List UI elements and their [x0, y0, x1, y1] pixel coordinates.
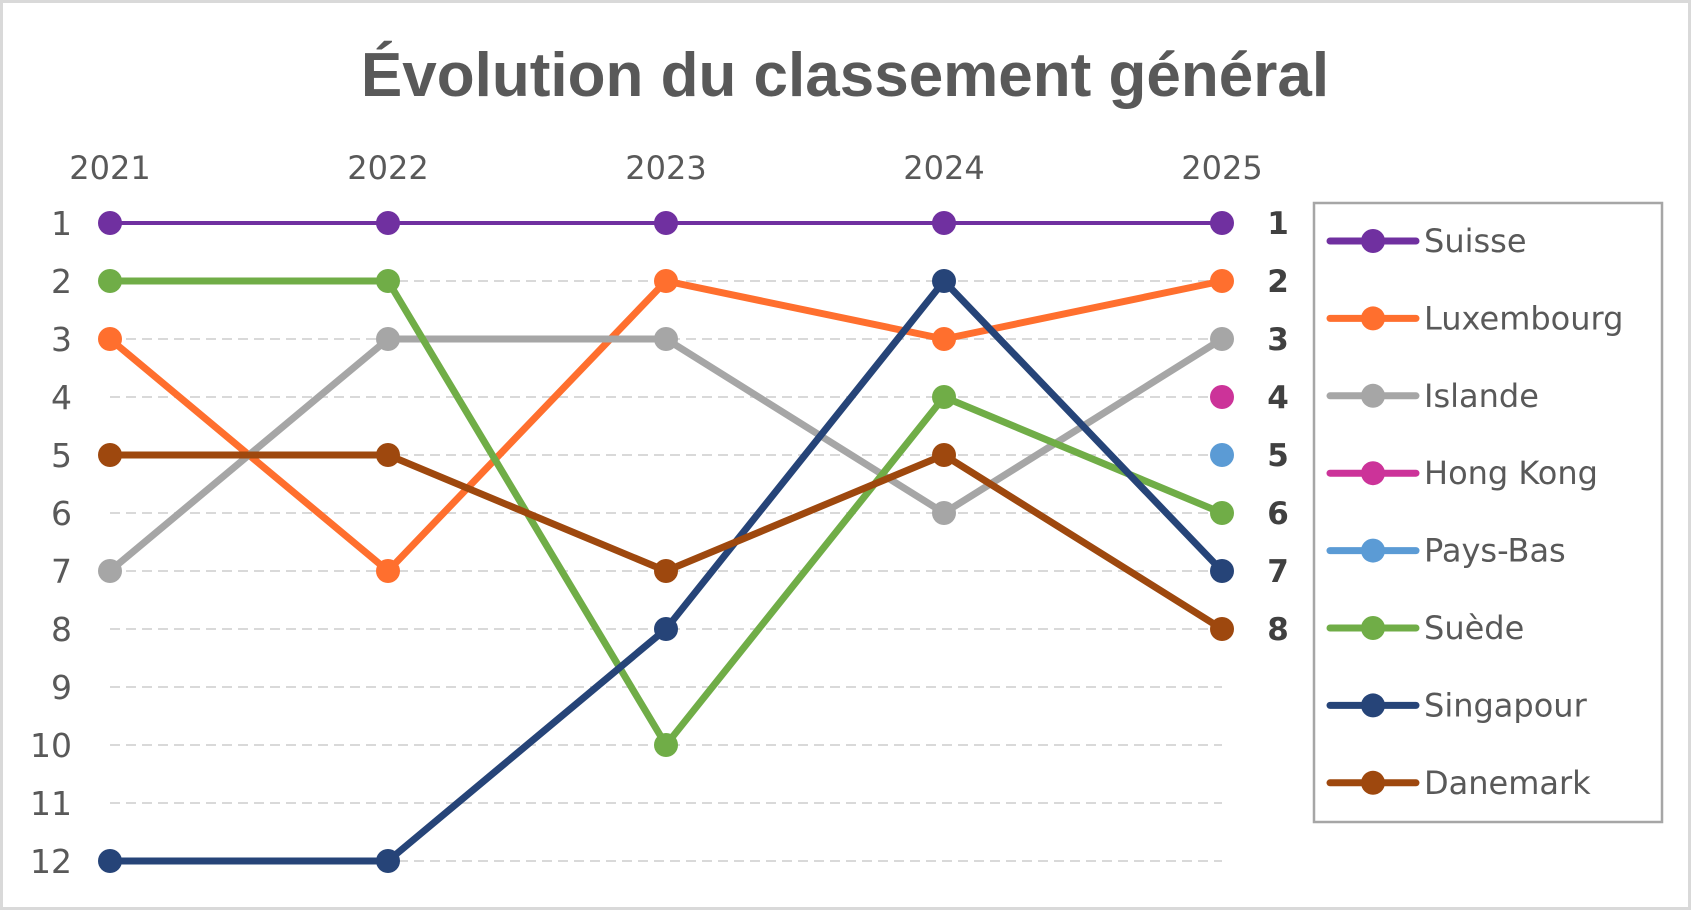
legend: Suisse Luxembourg Islande Hong Kong Pays-Bas… — [1312, 201, 1664, 824]
final-rank-label: 1 — [1267, 206, 1289, 242]
point-islande-2021 — [98, 559, 122, 583]
point-danemark-2024 — [932, 443, 956, 467]
point-singapour-2025 — [1210, 559, 1234, 583]
point-su-de-2025 — [1210, 501, 1234, 525]
point-luxembourg-2022 — [376, 559, 400, 583]
final-rank-label: 4 — [1267, 380, 1289, 416]
legend-label: Pays-Bas — [1424, 532, 1566, 570]
point-suisse-2023 — [654, 211, 678, 235]
point-su-de-2023 — [654, 733, 678, 757]
point-singapour-2024 — [932, 269, 956, 293]
series-islande — [98, 327, 1234, 583]
final-rank-label: 8 — [1267, 612, 1289, 648]
point-singapour-2021 — [98, 849, 122, 873]
point-islande-2022 — [376, 327, 400, 351]
legend-marker-icon — [1361, 461, 1385, 486]
legend-box — [1312, 201, 1664, 824]
legend-item-hong-kong[interactable]: Hong Kong — [1326, 454, 1598, 492]
y-tick-label: 2 — [51, 262, 72, 301]
y-tick-label: 4 — [51, 378, 72, 417]
series-layer — [98, 211, 1234, 873]
final-rank-label: 3 — [1267, 322, 1289, 358]
point-luxembourg-2023 — [654, 269, 678, 293]
legend-item-danemark[interactable]: Danemark — [1326, 764, 1591, 802]
legend-marker-icon — [1361, 383, 1385, 408]
series-hong-kong — [1210, 385, 1234, 409]
legend-item-su-de[interactable]: Suède — [1326, 609, 1524, 647]
legend-item-islande[interactable]: Islande — [1326, 377, 1539, 415]
y-tick-label: 3 — [51, 320, 72, 359]
legend-label: Hong Kong — [1424, 454, 1598, 492]
point-danemark-2025 — [1210, 617, 1234, 641]
point-suisse-2021 — [98, 211, 122, 235]
final-rank-labels: 1 2 3 4 5 6 7 8 — [1267, 206, 1289, 648]
point-danemark-2023 — [654, 559, 678, 583]
series-singapour — [98, 269, 1234, 873]
x-tick-label: 2025 — [1181, 149, 1262, 187]
legend-marker-icon — [1361, 306, 1385, 331]
point-danemark-2022 — [376, 443, 400, 467]
point-islande-2024 — [932, 501, 956, 525]
legend-marker-icon — [1361, 693, 1385, 718]
legend-marker-icon — [1361, 538, 1385, 563]
y-tick-label: 12 — [30, 842, 72, 881]
final-rank-label: 7 — [1267, 554, 1289, 590]
final-rank-label: 5 — [1267, 438, 1289, 474]
final-rank-label: 2 — [1267, 264, 1289, 300]
legend-label: Suisse — [1424, 222, 1527, 260]
point-pays-bas-2025 — [1210, 443, 1234, 467]
legend-marker-icon — [1361, 770, 1385, 795]
point-hong-kong-2025 — [1210, 385, 1234, 409]
point-islande-2025 — [1210, 327, 1234, 351]
point-singapour-2023 — [654, 617, 678, 641]
point-su-de-2024 — [932, 385, 956, 409]
legend-label: Singapour — [1424, 686, 1588, 724]
point-luxembourg-2024 — [932, 327, 956, 351]
point-su-de-2021 — [98, 269, 122, 293]
y-tick-label: 7 — [51, 552, 72, 591]
chart-title: Évolution du classement général — [361, 41, 1329, 110]
final-rank-label: 6 — [1267, 496, 1289, 532]
legend-marker-icon — [1361, 229, 1385, 253]
legend-item-suisse[interactable]: Suisse — [1326, 222, 1527, 260]
legend-label: Islande — [1424, 377, 1539, 415]
x-axis-ticks: 2021 2022 2023 2024 2025 — [69, 149, 1262, 187]
legend-item-pays-bas[interactable]: Pays-Bas — [1326, 532, 1566, 570]
legend-item-luxembourg[interactable]: Luxembourg — [1326, 299, 1623, 337]
point-su-de-2022 — [376, 269, 400, 293]
x-tick-label: 2021 — [69, 149, 150, 187]
x-tick-label: 2024 — [903, 149, 984, 187]
x-tick-label: 2022 — [347, 149, 428, 187]
legend-label: Danemark — [1424, 764, 1591, 802]
legend-label: Suède — [1424, 609, 1524, 647]
x-tick-label: 2023 — [625, 149, 706, 187]
point-luxembourg-2021 — [98, 327, 122, 351]
y-tick-label: 11 — [30, 784, 72, 823]
y-tick-label: 8 — [51, 610, 72, 649]
series-pays-bas — [1210, 443, 1234, 467]
point-suisse-2024 — [932, 211, 956, 235]
series-suisse — [98, 211, 1234, 235]
point-singapour-2022 — [376, 849, 400, 873]
y-tick-label: 6 — [51, 494, 72, 533]
y-tick-label: 10 — [30, 726, 72, 765]
series-luxembourg — [98, 269, 1234, 583]
series-danemark — [98, 443, 1234, 641]
y-tick-label: 5 — [51, 436, 72, 475]
y-tick-label: 9 — [51, 668, 72, 707]
y-tick-label: 1 — [51, 204, 72, 243]
point-suisse-2022 — [376, 211, 400, 235]
legend-label: Luxembourg — [1424, 299, 1623, 337]
point-danemark-2021 — [98, 443, 122, 467]
point-islande-2023 — [654, 327, 678, 351]
point-luxembourg-2025 — [1210, 269, 1234, 293]
series-su-de — [98, 269, 1234, 757]
legend-marker-icon — [1361, 616, 1385, 640]
point-suisse-2025 — [1210, 211, 1234, 235]
legend-item-singapour[interactable]: Singapour — [1326, 686, 1588, 724]
